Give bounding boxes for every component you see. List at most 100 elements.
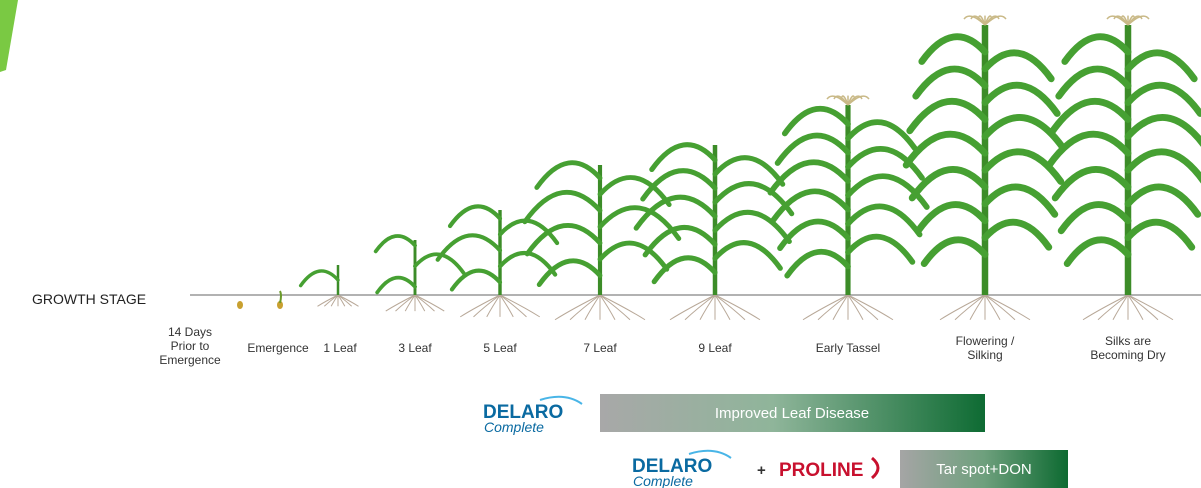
leaf [784,249,851,279]
brand-logo: DELARO [632,456,712,477]
brand-logo: DELARO [483,402,563,423]
leaf [914,201,989,235]
plus: + [757,462,766,479]
leaf [298,269,340,288]
root [1097,294,1129,321]
leaf [918,33,989,65]
root [323,294,339,307]
root [1127,294,1144,320]
root [802,294,849,321]
leaf [1124,148,1201,184]
root [337,294,359,307]
leaf [845,203,923,238]
program-bar [900,450,1068,488]
leaf [534,160,603,190]
stage-label: Early Tassel [816,341,880,355]
root [714,294,731,320]
stage-label-line: 3 Leaf [398,341,432,355]
root [330,294,339,307]
leaf [1051,165,1132,202]
leaf [712,181,795,217]
seed [237,301,243,309]
root [684,294,716,321]
program-text: Improved Leaf Disease [715,405,869,422]
leaf [920,236,989,268]
leaf [906,97,989,135]
root [599,294,631,321]
leaf [712,240,783,271]
corn-plant [435,204,560,318]
root [473,294,501,318]
stage-label-line: Becoming Dry [1090,348,1165,362]
tassel [984,15,1007,26]
leaf [1057,201,1132,235]
stage-label: 3 Leaf [398,341,432,355]
plants [237,15,1201,321]
tassel [840,95,849,106]
leaf [1055,65,1132,100]
leaf [1124,183,1201,218]
stage-label: 1 Leaf [323,341,357,355]
leaf [981,183,1059,218]
leaf [633,194,718,231]
leaf [640,168,718,202]
leaf [774,132,851,166]
leaf [597,175,672,208]
leaf [712,155,786,187]
leaf [981,114,1067,152]
corn-plant [277,290,283,309]
root [499,294,527,318]
root [499,294,514,318]
root [414,294,445,312]
stage-label: 5 Leaf [483,341,517,355]
axis-label: GROWTH STAGE [32,291,146,307]
stage-label: 7 Leaf [583,341,617,355]
leaf [908,165,989,202]
corn-plant [522,160,682,321]
corn-plant [902,15,1067,321]
leaf [447,204,503,229]
root [969,294,986,320]
logo-swoosh [688,449,732,459]
tassel [1120,15,1129,26]
root [954,294,986,321]
tassel [970,15,986,26]
root [569,294,601,321]
stage-label-line: Emergence [247,341,309,355]
root [847,294,864,320]
stage-label: 9 Leaf [698,341,732,355]
leaf [1045,130,1132,169]
program-text: Tar spot+DON [936,461,1031,478]
root [714,294,746,321]
root [395,294,416,312]
root [847,294,894,321]
root [486,294,501,318]
root [599,294,616,320]
stage-label: Emergence [247,341,309,355]
root [1082,294,1129,321]
leaf [981,218,1053,251]
stage-label-line: Silks are [1105,334,1151,348]
leaf [449,268,503,292]
corn-plant [237,301,243,309]
tassel [977,15,986,26]
root [414,294,426,312]
leaf [845,119,918,152]
leaf [1124,49,1198,83]
stage-label: 14 Days Prior to Emergence [159,325,221,367]
root [1127,294,1159,321]
leaf [1049,97,1132,135]
root [385,294,416,312]
leaf [902,130,989,169]
leaf [1124,218,1196,251]
leaf [1124,81,1201,117]
leaf [981,148,1065,185]
corn-plant [298,265,359,307]
corn-plant [1045,15,1201,321]
stage-label-line: Emergence [159,353,221,367]
corner-accent [0,0,18,72]
tassel [1113,15,1129,26]
sprout [279,290,282,304]
leaf [651,255,718,285]
